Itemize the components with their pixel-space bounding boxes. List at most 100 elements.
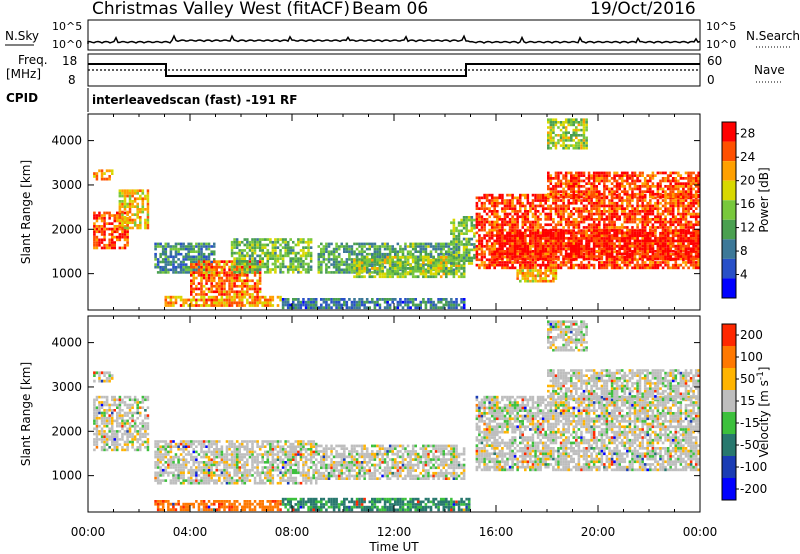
heatmap-cell (536, 226, 540, 229)
heatmap-cell (483, 226, 486, 229)
heatmap-cell (388, 275, 392, 279)
heatmap-cell (225, 293, 229, 296)
heatmap-cell (687, 226, 690, 229)
heatmap-cell (159, 252, 162, 256)
heatmap-cell (615, 226, 619, 229)
heatmap-cell (615, 237, 619, 240)
heatmap-cell (580, 195, 583, 199)
heatmap-cell (309, 238, 313, 241)
heatmap-cell (218, 298, 221, 302)
heatmap-cell (608, 250, 611, 254)
heatmap-cell (159, 268, 162, 272)
heatmap-cell (618, 199, 621, 202)
heatmap-cell (207, 263, 211, 266)
heatmap-cell (95, 243, 99, 247)
heatmap-cell (335, 258, 338, 261)
heatmap-cell (455, 243, 458, 246)
heatmap-cell (536, 199, 540, 202)
heatmap-cell (651, 234, 655, 238)
heatmap-cell (620, 261, 624, 264)
heatmap-cell (478, 212, 481, 216)
heatmap-cell (496, 255, 499, 258)
heatmap-cell (95, 172, 99, 175)
heatmap-cell (154, 255, 157, 259)
heatmap-cell (465, 245, 468, 249)
heatmap-cell (256, 240, 259, 244)
heatmap-cell (299, 265, 303, 269)
heatmap-cell (320, 306, 323, 310)
heatmap-cell (363, 303, 366, 307)
heatmap-cell (187, 258, 190, 261)
heatmap-cell (654, 253, 657, 256)
heatmap-cell (286, 240, 290, 244)
heatmap-cell (651, 255, 655, 258)
heatmap-cell (419, 247, 422, 251)
heatmap-cell (534, 266, 537, 270)
heatmap-cell (184, 268, 188, 272)
heatmap-cell (628, 196, 632, 200)
heatmap-cell (355, 258, 359, 262)
heatmap-cell (396, 242, 400, 246)
heatmap-cell (694, 223, 698, 227)
heatmap-cell (325, 242, 328, 246)
heatmap-cell (218, 279, 221, 283)
heatmap-cell (230, 282, 234, 285)
heatmap-cell (274, 243, 277, 247)
heatmap-cell (613, 220, 616, 224)
heatmap-cell (603, 199, 606, 202)
heatmap-cell (679, 252, 683, 256)
heatmap-cell (340, 245, 343, 248)
heatmap-cell (343, 250, 346, 253)
heatmap-cell (570, 263, 573, 267)
heatmap-cell (689, 204, 693, 208)
heatmap-cell (445, 250, 448, 253)
heatmap-cell (682, 201, 685, 205)
heatmap-cell (664, 261, 667, 264)
heatmap-cell (562, 229, 565, 232)
heatmap-cell (501, 244, 504, 248)
heatmap-cell (251, 262, 254, 266)
heatmap-cell (271, 304, 275, 307)
heatmap-cell (467, 262, 471, 265)
heatmap-cell (508, 199, 512, 202)
heatmap-cell (98, 227, 101, 231)
heatmap-cell (521, 234, 524, 238)
heatmap-cell (572, 226, 575, 229)
heatmap-cell (585, 187, 588, 191)
heatmap-cell (455, 272, 458, 276)
heatmap-cell (638, 253, 642, 256)
heatmap-cell (598, 261, 601, 264)
heatmap-cell (603, 242, 606, 245)
heatmap-cell (498, 218, 502, 221)
heatmap-cell (531, 266, 535, 270)
heatmap-cell (195, 250, 198, 253)
heatmap-cell (391, 260, 394, 264)
heatmap-cell (378, 255, 382, 259)
heatmap-cell (442, 272, 445, 276)
heatmap-cell (585, 215, 588, 219)
heatmap-cell (424, 247, 428, 251)
heatmap-cell (455, 258, 458, 262)
heatmap-cell (661, 237, 665, 240)
heatmap-cell (373, 250, 377, 253)
heatmap-cell (539, 252, 542, 256)
heatmap-cell (202, 242, 206, 246)
heatmap-cell (327, 306, 331, 310)
heatmap-cell (111, 243, 114, 247)
heatmap-cell (664, 223, 667, 227)
heatmap-cell (536, 223, 540, 227)
heatmap-cell (598, 250, 601, 253)
heatmap-cell (286, 303, 290, 307)
heatmap-cell (309, 306, 313, 310)
heatmap-cell (409, 269, 412, 273)
heatmap-cell (225, 260, 229, 263)
heatmap-cell (531, 245, 535, 248)
heatmap-cell (519, 244, 522, 248)
heatmap-cell (103, 214, 106, 217)
heatmap-cell (450, 262, 453, 265)
heatmap-cell (664, 237, 667, 240)
heatmap-cell (610, 210, 614, 213)
heatmap-cell (480, 204, 484, 208)
heatmap-cell (521, 201, 524, 205)
heatmap-cell (325, 306, 328, 310)
